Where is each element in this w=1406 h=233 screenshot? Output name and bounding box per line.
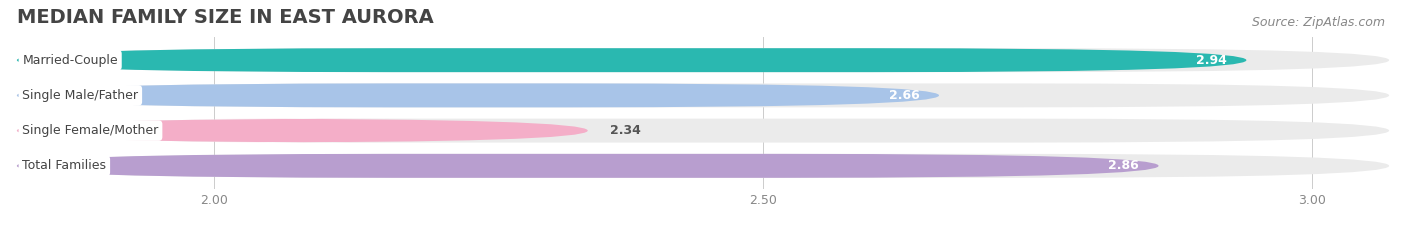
FancyBboxPatch shape — [17, 48, 1389, 72]
FancyBboxPatch shape — [17, 48, 1246, 72]
Text: MEDIAN FAMILY SIZE IN EAST AURORA: MEDIAN FAMILY SIZE IN EAST AURORA — [17, 8, 433, 27]
Text: Total Families: Total Families — [22, 159, 107, 172]
FancyBboxPatch shape — [17, 83, 1389, 107]
FancyBboxPatch shape — [17, 119, 588, 143]
Text: 2.94: 2.94 — [1195, 54, 1226, 67]
Text: 2.86: 2.86 — [1108, 159, 1139, 172]
Text: 2.34: 2.34 — [610, 124, 641, 137]
Text: Single Female/Mother: Single Female/Mother — [22, 124, 159, 137]
FancyBboxPatch shape — [17, 154, 1389, 178]
FancyBboxPatch shape — [17, 154, 1159, 178]
Text: 2.66: 2.66 — [889, 89, 920, 102]
FancyBboxPatch shape — [17, 119, 1389, 143]
FancyBboxPatch shape — [17, 83, 939, 107]
Text: Source: ZipAtlas.com: Source: ZipAtlas.com — [1251, 16, 1385, 29]
Text: Single Male/Father: Single Male/Father — [22, 89, 138, 102]
Text: Married-Couple: Married-Couple — [22, 54, 118, 67]
